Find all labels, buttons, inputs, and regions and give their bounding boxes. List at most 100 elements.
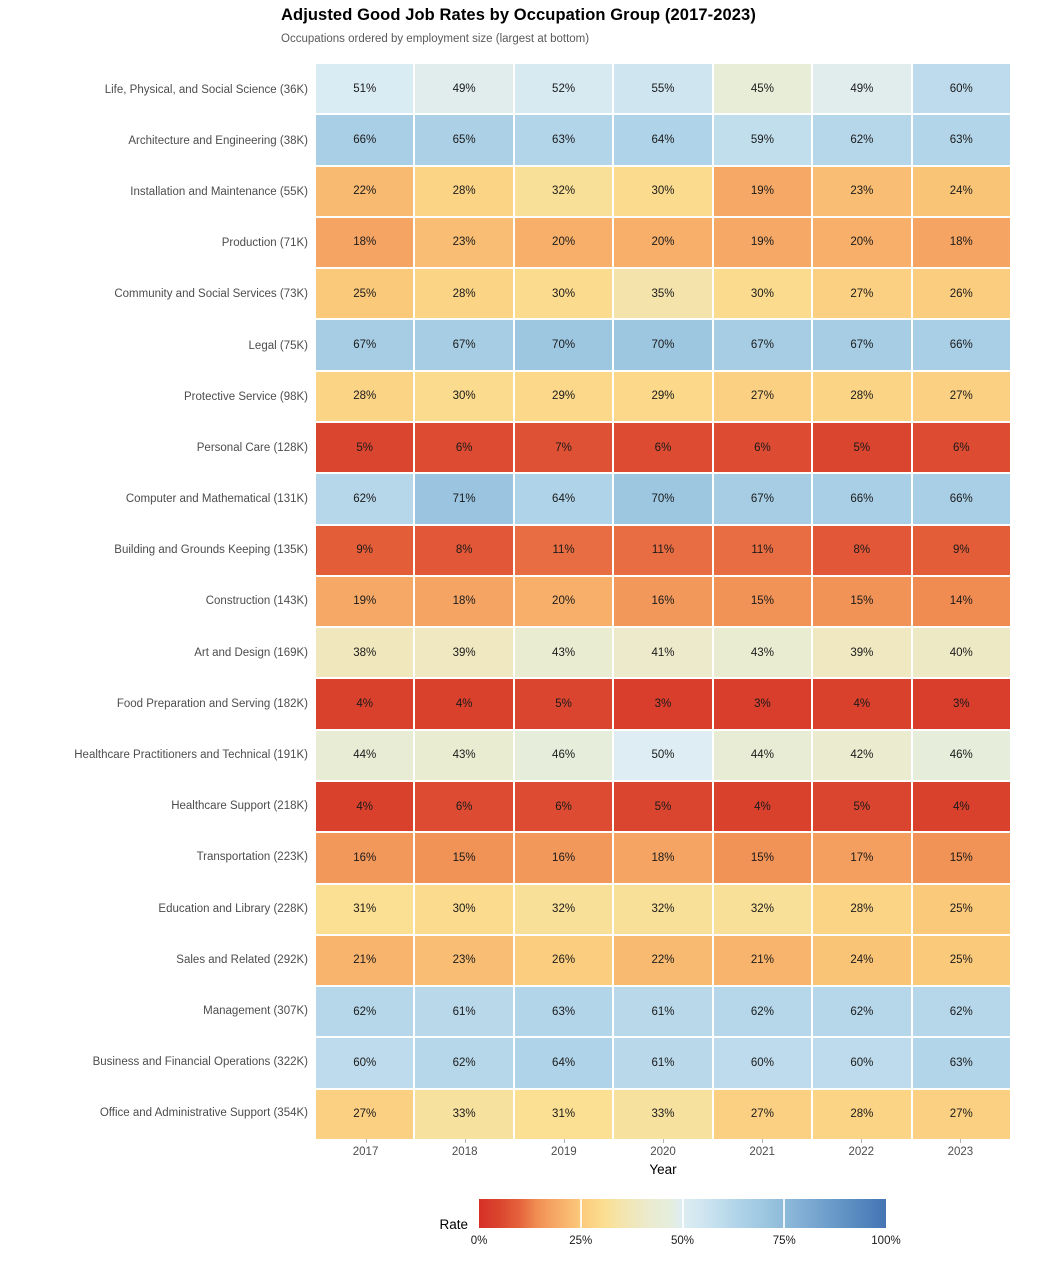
cell-value: 28% <box>850 390 874 403</box>
cell-value: 59% <box>750 133 774 146</box>
heatmap-cell: 28% <box>813 371 911 421</box>
heatmap-cell: 3% <box>912 679 1010 729</box>
cell-value: 71% <box>452 492 476 505</box>
heatmap-cell: 62% <box>813 115 911 165</box>
heatmap-cell: 26% <box>514 935 613 986</box>
cell-value: 5% <box>853 800 871 813</box>
heatmap-cell: 30% <box>713 269 812 319</box>
heatmap-cell: 49% <box>415 64 513 114</box>
cell-value: 6% <box>455 800 473 813</box>
row-label: Computer and Mathematical (131K) <box>125 493 308 506</box>
cell-value: 16% <box>353 851 377 864</box>
heatmap-cell: 39% <box>415 628 513 678</box>
heatmap-cell: 19% <box>713 166 812 216</box>
heatmap-cell: 9% <box>316 525 414 575</box>
cell-value: 26% <box>552 954 576 967</box>
heatmap-cell: 64% <box>514 1038 613 1088</box>
cell-value: 39% <box>452 646 476 659</box>
heatmap-cell: 70% <box>614 474 712 524</box>
heatmap-cell: 63% <box>912 115 1010 165</box>
heatmap-cell: 6% <box>415 422 513 473</box>
cell-value: 60% <box>949 82 973 95</box>
cell-value: 35% <box>651 287 675 300</box>
heatmap-cell: 45% <box>713 64 812 114</box>
heatmap-cell: 8% <box>415 525 513 575</box>
cell-value: 25% <box>949 903 973 916</box>
cell-value: 6% <box>754 441 771 454</box>
heatmap-cell: 15% <box>912 833 1010 883</box>
heatmap-cell: 31% <box>514 1089 613 1139</box>
cell-value: 9% <box>356 544 374 557</box>
heatmap-cell: 30% <box>614 166 712 216</box>
row-label: Life, Physical, and Social Science (36K) <box>104 83 308 96</box>
cell-value: 22% <box>651 954 675 967</box>
cell-value: 30% <box>452 903 476 916</box>
heatmap-cell: 51% <box>316 64 414 114</box>
cell-value: 49% <box>850 82 874 95</box>
cell-value: 62% <box>353 1005 377 1018</box>
cell-value: 28% <box>850 903 874 916</box>
cell-value: 64% <box>552 1057 576 1070</box>
heatmap-cell: 33% <box>415 1089 513 1139</box>
heatmap-cell: 18% <box>614 833 712 883</box>
cell-value: 19% <box>750 236 774 249</box>
heatmap-cell: 60% <box>713 1038 812 1088</box>
heatmap-cell: 11% <box>713 525 812 575</box>
cell-value: 70% <box>651 339 675 352</box>
row-label: Management (307K) <box>203 1005 308 1018</box>
heatmap-cell: 64% <box>614 115 712 165</box>
cell-value: 51% <box>353 82 377 95</box>
heatmap-cell: 4% <box>415 679 513 729</box>
cell-value: 8% <box>455 544 473 557</box>
heatmap-cell: 27% <box>713 1089 812 1139</box>
cell-value: 33% <box>452 1108 476 1121</box>
cell-value: 27% <box>353 1108 377 1121</box>
cell-value: 52% <box>552 82 576 95</box>
cell-value: 6% <box>654 441 672 454</box>
heatmap-cell: 63% <box>514 115 613 165</box>
cell-value: 67% <box>750 339 774 352</box>
chart-title: Adjusted Good Job Rates by Occupation Gr… <box>281 6 756 24</box>
cell-value: 29% <box>651 390 675 403</box>
cell-value: 40% <box>949 646 973 659</box>
cell-value: 63% <box>949 1057 973 1070</box>
cell-value: 6% <box>455 441 473 454</box>
cell-value: 32% <box>750 903 774 916</box>
heatmap-cell: 4% <box>713 781 812 832</box>
heatmap-cell: 24% <box>912 166 1010 216</box>
heatmap-cell: 41% <box>614 628 712 678</box>
cell-value: 23% <box>452 236 476 249</box>
heatmap-cell: 60% <box>912 64 1010 114</box>
row-label: Business and Financial Operations (322K) <box>92 1056 308 1069</box>
cell-value: 5% <box>356 441 374 454</box>
cell-value: 30% <box>651 185 675 198</box>
heatmap-cell: 25% <box>316 269 414 319</box>
cell-value: 30% <box>552 287 576 300</box>
legend-bar-tick <box>783 1199 786 1228</box>
cell-value: 66% <box>949 492 973 505</box>
cell-value: 18% <box>651 851 675 864</box>
heatmap-cell: 19% <box>316 576 414 627</box>
heatmap-cell: 23% <box>813 166 911 216</box>
heatmap-cell: 5% <box>813 422 911 473</box>
cell-value: 7% <box>555 441 572 454</box>
heatmap-cell: 16% <box>614 576 712 627</box>
heatmap-cell: 67% <box>316 320 414 370</box>
row-label: Production (71K) <box>221 237 308 250</box>
cell-value: 46% <box>552 749 576 762</box>
cell-value: 20% <box>552 595 576 608</box>
heatmap-cell: 5% <box>813 781 911 832</box>
cell-value: 3% <box>952 698 970 711</box>
heatmap-cell: 42% <box>813 730 911 780</box>
cell-value: 50% <box>651 749 675 762</box>
cell-value: 22% <box>353 185 377 198</box>
heatmap-cell: 44% <box>316 730 414 780</box>
heatmap-cell: 6% <box>713 422 812 473</box>
heatmap-cell: 15% <box>813 576 911 627</box>
heatmap-cell: 66% <box>912 320 1010 370</box>
heatmap-cell: 6% <box>614 422 712 473</box>
row-label: Legal (75K) <box>248 339 308 352</box>
x-axis-label: 2023 <box>947 1146 974 1158</box>
cell-value: 63% <box>949 133 973 146</box>
